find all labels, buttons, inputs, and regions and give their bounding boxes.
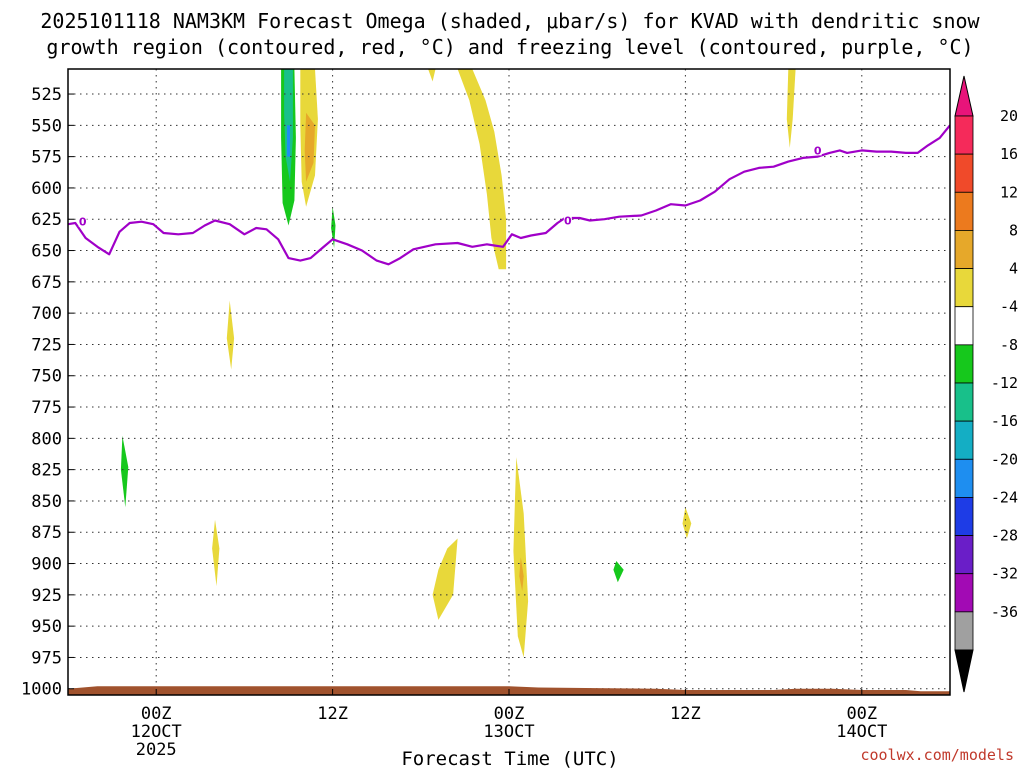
freezing-level-label: 0	[79, 216, 87, 229]
colorbar-label: -20	[991, 450, 1018, 468]
colorbar-label: -28	[991, 527, 1018, 545]
omega-upper-orange-1	[304, 112, 315, 182]
title-line-1: 2025101118 NAM3KM Forecast Omega (shaded…	[40, 9, 980, 33]
chart-title: 2025101118 NAM3KM Forecast Omega (shaded…	[40, 9, 980, 59]
omega-yellow-upper-band	[457, 69, 507, 270]
plot-area: 0 0 0	[67, 68, 951, 696]
colorbar-segment	[954, 153, 974, 193]
y-tick-label: 850	[31, 492, 62, 512]
omega-green-spot-1	[331, 206, 336, 248]
omega-green-low-left	[120, 435, 129, 508]
colorbar-label: 20	[1000, 107, 1018, 125]
omega-yellow-top-right	[786, 69, 796, 148]
colorbar-segment	[954, 344, 974, 384]
colorbar-label: -36	[991, 603, 1018, 621]
credit-text: coolwx.com/models	[860, 746, 1014, 764]
x-tick-label-year: 2025	[136, 740, 177, 760]
x-axis-label: Forecast Time (UTC)	[401, 748, 618, 768]
colorbar-segment	[954, 268, 974, 308]
y-tick-label: 675	[31, 273, 62, 293]
colorbar-segment	[954, 420, 974, 460]
colorbar-label: 8	[1009, 221, 1018, 239]
y-tick-label: 925	[31, 586, 62, 606]
x-tick-label-time: 00Z	[494, 704, 525, 724]
colorbar-label: -16	[991, 412, 1018, 430]
colorbar-segment	[954, 497, 974, 536]
freezing-level-label-bg	[563, 213, 572, 226]
colorbar-label: 12	[1000, 183, 1018, 201]
colorbar-segment	[954, 458, 974, 498]
y-tick-label: 600	[31, 179, 62, 199]
omega-yellow-low-mid	[432, 538, 458, 620]
colorbar-segment	[954, 535, 974, 575]
colorbar-segment	[954, 230, 974, 269]
y-tick-label: 525	[31, 85, 62, 105]
colorbar-label: -24	[991, 488, 1018, 506]
omega-orange-low-right	[519, 557, 524, 592]
title-line-2: growth region (contoured, red, °C) and f…	[46, 35, 973, 59]
freezing-level-label: 0	[564, 214, 572, 227]
y-tick-label: 725	[31, 335, 62, 355]
colorbar-label: 16	[1000, 145, 1018, 163]
y-tick-label: 550	[31, 116, 62, 136]
omega-yellow-low-right	[513, 457, 529, 658]
colorbar-top-arrow	[954, 75, 974, 117]
colorbar-legend: 20 16 12 8 4 -4 -8 -12 -16 -20 -24 -28 -32 -36	[954, 75, 1018, 693]
y-tick-label: 750	[31, 367, 62, 387]
freezing-level-label-bg	[78, 214, 87, 227]
freezing-level-label-bg	[813, 143, 822, 156]
omega-upper-left-blue	[287, 125, 290, 157]
x-tick-label-date: 12OCT	[131, 722, 182, 742]
omega-yellow-low-left	[212, 519, 220, 587]
y-tick-label: 775	[31, 398, 62, 418]
x-tick-label-time: 12Z	[670, 704, 701, 724]
y-tick-label: 825	[31, 461, 62, 481]
colorbar-segment	[954, 611, 974, 651]
y-tick-label: 575	[31, 148, 62, 168]
x-tick-label-time: 00Z	[846, 704, 877, 724]
colorbar-segment	[954, 306, 974, 346]
colorbar-segment	[954, 191, 974, 231]
omega-green-low-right	[613, 561, 624, 583]
omega-yellow-low-far	[682, 507, 692, 539]
omega-yellow-mid-left	[226, 300, 235, 370]
omega-yellow-top-small	[428, 69, 436, 82]
x-tick-label-date: 13OCT	[483, 722, 534, 742]
colorbar-label: 4	[1009, 260, 1018, 278]
colorbar-segment	[954, 115, 974, 155]
y-tick-label: 650	[31, 242, 62, 262]
y-axis: 525 550 575 600 625 650 675 700 725 750 775 800 825 8…	[21, 85, 74, 700]
colorbar-label: -32	[991, 565, 1018, 583]
omega-shading	[120, 69, 796, 658]
colorbar-segment	[954, 573, 974, 613]
y-tick-label: 800	[31, 429, 62, 449]
y-tick-label: 950	[31, 617, 62, 637]
x-tick-label-time: 00Z	[141, 704, 172, 724]
freezing-level-label: 0	[814, 144, 822, 157]
y-tick-label: 1000	[21, 680, 62, 700]
y-tick-label: 625	[31, 210, 62, 230]
y-tick-label: 900	[31, 555, 62, 575]
colorbar-label: -8	[1000, 336, 1018, 354]
y-tick-label: 875	[31, 523, 62, 543]
colorbar-segment	[954, 382, 974, 422]
x-tick-label-date: 14OCT	[836, 722, 887, 742]
freezing-level-line	[68, 124, 950, 266]
colorbar-bottom-arrow	[954, 649, 974, 693]
grid-lines	[68, 69, 950, 695]
y-tick-label: 975	[31, 648, 62, 668]
y-tick-label: 700	[31, 304, 62, 324]
colorbar-label: -4	[1000, 298, 1018, 316]
x-tick-label-time: 12Z	[317, 704, 348, 724]
colorbar-label: -12	[991, 374, 1018, 392]
freezing-level-contour: 0 0 0	[68, 124, 950, 266]
